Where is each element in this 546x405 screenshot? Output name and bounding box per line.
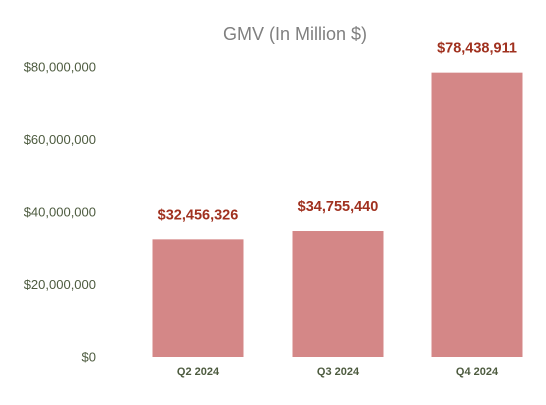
data-label: $32,456,326 (158, 207, 239, 223)
bars (152, 72, 523, 358)
bar-q4-2024 (431, 72, 523, 358)
x-tick-label: Q4 2024 (456, 366, 499, 378)
y-tick-label: $60,000,000 (24, 132, 96, 147)
y-tick-label: $20,000,000 (24, 277, 96, 292)
data-labels: $32,456,326 $34,755,440 $78,438,911 (158, 41, 517, 224)
data-label: $34,755,440 (298, 199, 379, 215)
x-tick-label: Q3 2024 (317, 366, 360, 378)
y-tick-label: $0 (82, 350, 96, 365)
y-axis: $0 $20,000,000 $40,000,000 $60,000,000 $80,0… (24, 60, 96, 365)
y-tick-label: $40,000,000 (24, 205, 96, 220)
x-axis: Q2 2024 Q3 2024 Q4 2024 (177, 366, 499, 378)
data-label: $78,438,911 (437, 41, 517, 57)
y-tick-label: $80,000,000 (24, 60, 96, 75)
bar-q3-2024 (292, 231, 384, 357)
bar-q2-2024 (152, 239, 244, 357)
chart-title: GMV (In Million $) (223, 24, 367, 44)
x-tick-label: Q2 2024 (177, 366, 220, 378)
